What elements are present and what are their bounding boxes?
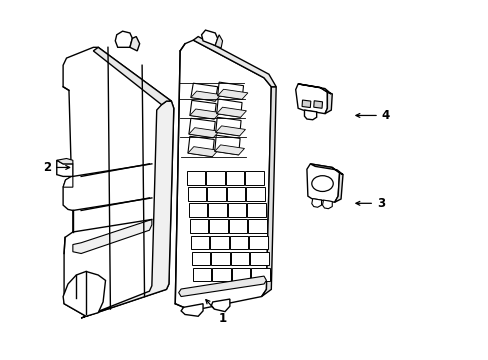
Polygon shape bbox=[217, 82, 243, 99]
Polygon shape bbox=[214, 135, 240, 155]
Polygon shape bbox=[211, 299, 229, 312]
Polygon shape bbox=[227, 203, 246, 217]
Polygon shape bbox=[93, 47, 171, 105]
Polygon shape bbox=[206, 171, 224, 185]
Polygon shape bbox=[207, 187, 225, 201]
Polygon shape bbox=[188, 203, 207, 217]
Polygon shape bbox=[193, 37, 276, 87]
Polygon shape bbox=[230, 252, 249, 265]
Polygon shape bbox=[251, 268, 269, 282]
Polygon shape bbox=[216, 107, 246, 117]
Polygon shape bbox=[310, 164, 342, 175]
Polygon shape bbox=[304, 110, 316, 120]
Polygon shape bbox=[190, 83, 217, 101]
Polygon shape bbox=[191, 252, 210, 265]
Polygon shape bbox=[246, 187, 264, 201]
Polygon shape bbox=[228, 220, 247, 233]
Polygon shape bbox=[175, 40, 271, 311]
Polygon shape bbox=[189, 100, 216, 119]
Polygon shape bbox=[187, 187, 206, 201]
Polygon shape bbox=[210, 235, 228, 249]
Polygon shape bbox=[334, 173, 342, 202]
Polygon shape bbox=[311, 199, 321, 207]
Polygon shape bbox=[261, 87, 276, 297]
Polygon shape bbox=[302, 100, 310, 108]
Polygon shape bbox=[215, 126, 245, 136]
Polygon shape bbox=[217, 89, 247, 99]
Polygon shape bbox=[211, 252, 229, 265]
Polygon shape bbox=[57, 160, 73, 176]
Polygon shape bbox=[215, 35, 222, 48]
Polygon shape bbox=[247, 203, 265, 217]
Polygon shape bbox=[325, 92, 331, 114]
Polygon shape bbox=[248, 220, 266, 233]
Polygon shape bbox=[189, 220, 208, 233]
Polygon shape bbox=[231, 268, 250, 282]
Polygon shape bbox=[188, 118, 215, 138]
Text: 3: 3 bbox=[355, 197, 385, 210]
Polygon shape bbox=[322, 200, 331, 209]
Text: 4: 4 bbox=[355, 109, 389, 122]
Polygon shape bbox=[226, 187, 245, 201]
Polygon shape bbox=[306, 164, 339, 202]
Polygon shape bbox=[190, 91, 221, 101]
Polygon shape bbox=[187, 136, 214, 157]
Polygon shape bbox=[63, 176, 73, 187]
Polygon shape bbox=[250, 252, 268, 265]
Polygon shape bbox=[245, 171, 264, 185]
Polygon shape bbox=[249, 235, 267, 249]
Polygon shape bbox=[208, 203, 226, 217]
Polygon shape bbox=[63, 271, 105, 316]
Polygon shape bbox=[189, 109, 220, 119]
Polygon shape bbox=[298, 84, 330, 94]
Polygon shape bbox=[115, 31, 132, 47]
Polygon shape bbox=[188, 128, 219, 138]
Polygon shape bbox=[212, 268, 230, 282]
Polygon shape bbox=[209, 220, 227, 233]
Polygon shape bbox=[225, 171, 244, 185]
Polygon shape bbox=[73, 220, 152, 253]
Polygon shape bbox=[295, 84, 327, 114]
Text: 2: 2 bbox=[43, 161, 69, 174]
Polygon shape bbox=[192, 268, 211, 282]
Polygon shape bbox=[201, 30, 217, 45]
Polygon shape bbox=[81, 101, 173, 318]
Polygon shape bbox=[63, 47, 173, 316]
Polygon shape bbox=[214, 145, 244, 155]
Polygon shape bbox=[313, 101, 322, 108]
Polygon shape bbox=[186, 171, 205, 185]
Polygon shape bbox=[187, 147, 218, 157]
Polygon shape bbox=[216, 99, 242, 117]
Polygon shape bbox=[57, 158, 73, 164]
Polygon shape bbox=[130, 37, 140, 51]
Polygon shape bbox=[178, 276, 266, 297]
Polygon shape bbox=[181, 304, 203, 316]
Polygon shape bbox=[229, 235, 248, 249]
Polygon shape bbox=[215, 117, 241, 136]
Text: 1: 1 bbox=[205, 300, 226, 325]
Polygon shape bbox=[190, 235, 209, 249]
